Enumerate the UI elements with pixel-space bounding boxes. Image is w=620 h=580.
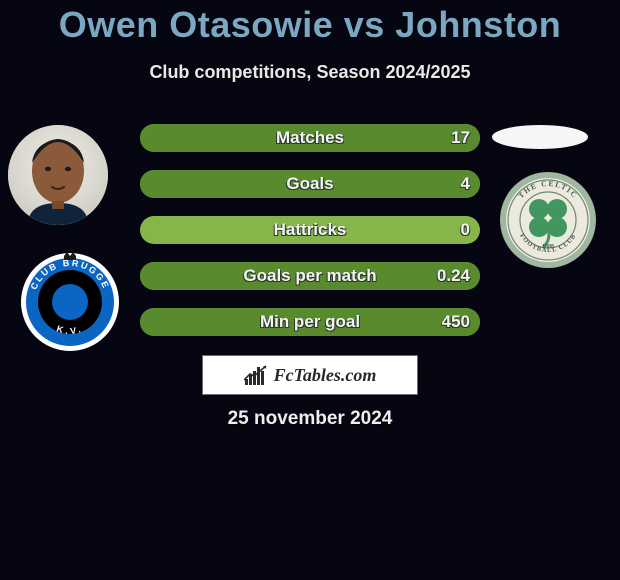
stat-bar: Goals 4 <box>140 170 480 198</box>
stat-right-value: 17 <box>451 124 470 152</box>
stat-bars: Matches 17 Goals 4 Hattricks 0 Goals per… <box>140 124 480 354</box>
left-club-badge: CLUB BRUGGE K.V. <box>20 252 120 352</box>
brand-text: FcTables.com <box>274 365 377 386</box>
bar-chart-icon <box>244 365 268 385</box>
stat-label: Hattricks <box>140 216 480 244</box>
club-badge-icon: THE CELTIC FOOTBALL CLUB 1888 <box>498 170 598 270</box>
stat-right-value: 450 <box>442 308 470 336</box>
brand-badge: FcTables.com <box>202 355 418 395</box>
stat-label: Matches <box>140 124 480 152</box>
page-title: Owen Otasowie vs Johnston <box>0 4 620 46</box>
stat-right-value: 0 <box>461 216 470 244</box>
date-text: 25 november 2024 <box>0 408 620 430</box>
stat-bar: Min per goal 450 <box>140 308 480 336</box>
stat-bar: Matches 17 <box>140 124 480 152</box>
stat-right-value: 4 <box>461 170 470 198</box>
subtitle: Club competitions, Season 2024/2025 <box>0 62 620 83</box>
right-badge-year: 1888 <box>542 244 554 250</box>
right-club-badge: THE CELTIC FOOTBALL CLUB 1888 <box>498 170 598 270</box>
left-player-photo <box>8 125 108 225</box>
stat-bar: Goals per match 0.24 <box>140 262 480 290</box>
stat-right-value: 0.24 <box>437 262 470 290</box>
right-player-photo <box>492 125 588 149</box>
stat-label: Goals per match <box>140 262 480 290</box>
player-face-icon <box>8 125 108 225</box>
comparison-infographic: Owen Otasowie vs Johnston Club competiti… <box>0 0 620 580</box>
stat-label: Goals <box>140 170 480 198</box>
stat-label: Min per goal <box>140 308 480 336</box>
club-badge-icon: CLUB BRUGGE K.V. <box>20 252 120 352</box>
stat-bar: Hattricks 0 <box>140 216 480 244</box>
